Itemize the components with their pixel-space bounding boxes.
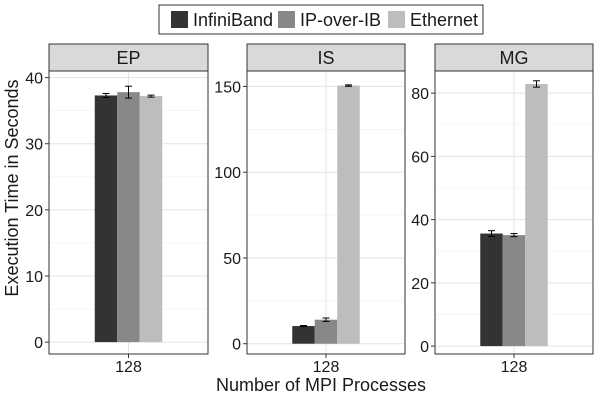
- x-tick-label: 128: [313, 359, 340, 376]
- bar-ethernet: [525, 83, 548, 347]
- panel-strip: [48, 43, 209, 72]
- y-tick-label: 150: [214, 79, 241, 96]
- bar-ip-over-ib: [502, 235, 526, 347]
- legend-key-infiniband: [171, 11, 188, 28]
- x-tick-label: 128: [501, 359, 528, 376]
- bar-ip-over-ib: [117, 92, 140, 343]
- legend-key-ethernet: [388, 11, 405, 28]
- panel-strip: [434, 43, 594, 72]
- facet-panels: EP 0 10 20 30 40 128 IS 0 50 100 150 128 MG 0 20 40 60 80 1…: [25, 43, 594, 376]
- y-tick-label: 80: [411, 86, 429, 103]
- y-tick-label: 20: [411, 276, 429, 293]
- panel-title: IS: [317, 48, 334, 68]
- panel-title: MG: [500, 48, 529, 68]
- x-tick-label: 128: [115, 359, 142, 376]
- bar-ethernet: [337, 85, 360, 344]
- y-tick-label: 60: [411, 149, 429, 166]
- y-tick-label: 30: [25, 137, 43, 154]
- x-axis-label: Number of MPI Processes: [216, 375, 426, 395]
- bar-infiniband: [292, 326, 315, 344]
- y-tick-label: 10: [25, 269, 43, 286]
- panel-ep: EP 0 10 20 30 40 128: [25, 43, 209, 376]
- panel-mg: MG 0 20 40 60 80 128: [411, 43, 594, 376]
- legend-label-ip-over-ib: IP-over-IB: [300, 10, 381, 30]
- legend-label-infiniband: InfiniBand: [193, 10, 273, 30]
- panel-strip: [246, 43, 406, 72]
- y-axis-label: Execution Time in Seconds: [2, 79, 22, 296]
- y-tick-label: 40: [25, 71, 43, 88]
- y-tick-label: 20: [25, 203, 43, 220]
- y-tick-label: 100: [214, 165, 241, 182]
- panel-is: IS 0 50 100 150 128: [214, 43, 406, 376]
- legend-key-ip-over-ib: [278, 11, 295, 28]
- bar-infiniband: [480, 233, 503, 347]
- y-tick-label: 50: [223, 251, 241, 268]
- y-tick-label: 40: [411, 213, 429, 230]
- y-tick-label: 0: [232, 337, 241, 354]
- legend-label-ethernet: Ethernet: [410, 10, 478, 30]
- legend: InfiniBand IP-over-IB Ethernet: [158, 4, 484, 35]
- y-tick-label: 0: [420, 339, 429, 356]
- bar-ip-over-ib: [314, 319, 338, 344]
- bar-ethernet: [139, 96, 163, 343]
- bar-infiniband: [94, 95, 118, 343]
- panel-title: EP: [116, 48, 140, 68]
- legend-box: [158, 4, 484, 35]
- y-tick-label: 0: [34, 335, 43, 352]
